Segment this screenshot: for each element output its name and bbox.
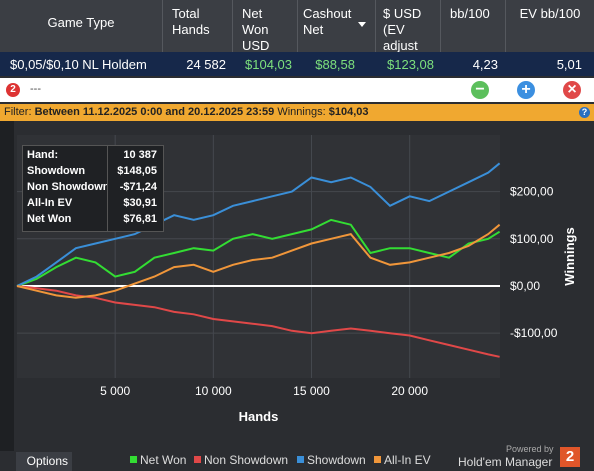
column-header[interactable]: Net Won USD xyxy=(242,6,270,52)
column-header[interactable]: EV bb/100 xyxy=(519,6,581,21)
tooltip-divider xyxy=(107,146,108,231)
series-line xyxy=(16,223,501,299)
tooltip-label: Hand: xyxy=(27,149,59,161)
cell: $0,05/$0,10 NL Holdem xyxy=(10,57,147,72)
tooltip-label: Showdown xyxy=(27,165,86,177)
legend-label: Net Won xyxy=(140,453,186,467)
toolbar: 2 --- − + × xyxy=(0,78,594,102)
tooltip-label: Non Showdown xyxy=(27,181,107,193)
x-tick-label: 10 000 xyxy=(195,384,232,398)
column-header[interactable]: Cashout Net xyxy=(303,6,352,37)
tooltip: Hand: 10 387 Showdown $148,05 Non Showdown -$… xyxy=(22,145,164,232)
left-edge xyxy=(0,121,14,451)
toolbar-label: --- xyxy=(30,83,41,95)
x-axis-label: Hands xyxy=(239,409,279,424)
brand: Hold'em Manager xyxy=(458,455,553,469)
table-header: Game Type Total Hands Net Won USD Cashout N… xyxy=(0,0,594,52)
column-separator xyxy=(505,0,506,52)
cell: 24 582 xyxy=(186,57,226,72)
y-tick-label: $200,00 xyxy=(510,185,554,199)
column-separator xyxy=(440,0,441,52)
cell: $88,58 xyxy=(315,57,355,72)
x-tick-label: 5 000 xyxy=(100,384,130,398)
info-icon[interactable]: ? xyxy=(579,107,590,118)
filter-range: Between 11.12.2025 0:00 and 20.12.2025 2… xyxy=(34,106,275,118)
legend-label: All-In EV xyxy=(384,453,431,467)
tooltip-label: All-In EV xyxy=(27,197,73,209)
column-header[interactable]: $ USD (EV adjust xyxy=(383,6,422,52)
sort-arrow xyxy=(358,22,366,27)
x-tick-label: 20 000 xyxy=(391,384,428,398)
close-button[interactable]: × xyxy=(563,81,581,99)
column-separator xyxy=(162,0,163,52)
legend-swatch xyxy=(194,456,201,463)
series-line xyxy=(16,218,501,287)
y-axis-label: Winnings xyxy=(562,227,577,285)
x-tick-label: 15 000 xyxy=(293,384,330,398)
y-tick-label: $100,00 xyxy=(510,232,554,246)
add-button[interactable]: + xyxy=(517,81,535,99)
column-header[interactable]: Total Hands xyxy=(172,6,210,37)
cell: 4,23 xyxy=(472,57,498,72)
series-line xyxy=(16,285,500,358)
options-tab[interactable]: Options xyxy=(16,452,72,471)
column-header[interactable]: bb/100 xyxy=(450,6,490,21)
tooltip-value: $148,05 xyxy=(117,165,157,177)
cell: $123,08 xyxy=(387,57,434,72)
filter-winnings-label: Winnings: xyxy=(277,106,326,118)
remove-button[interactable]: − xyxy=(471,81,489,99)
app-icon: 2 xyxy=(6,83,20,97)
series-line xyxy=(16,162,501,287)
column-separator xyxy=(297,0,298,52)
table-row[interactable]: $0,05/$0,10 NL Holdem 24 582 $104,03 $88,58… xyxy=(0,52,594,76)
legend-label: Showdown xyxy=(307,453,366,467)
column-separator xyxy=(375,0,376,52)
column-header[interactable]: Game Type xyxy=(47,15,115,30)
legend-swatch xyxy=(130,456,137,463)
legend-swatch xyxy=(297,456,304,463)
tooltip-value: $30,91 xyxy=(123,197,157,209)
tooltip-label: Net Won xyxy=(27,213,72,225)
filter-bar: Filter: Between 11.12.2025 0:00 and 20.1… xyxy=(0,104,594,121)
legend-label: Non Showdown xyxy=(204,453,288,467)
powered-by: Powered by xyxy=(506,444,554,454)
brand-logo: 2 xyxy=(560,447,580,467)
cell: $104,03 xyxy=(245,57,292,72)
filter-winnings: $104,03 xyxy=(328,106,369,118)
y-tick-label: -$100,00 xyxy=(510,326,558,340)
legend-swatch xyxy=(374,456,381,463)
tooltip-value: $76,81 xyxy=(123,213,157,225)
chart: -$100,00 $0,00 $100,00 $200,00 5 000 10 000 15… xyxy=(16,135,577,467)
tooltip-value: 10 387 xyxy=(123,149,157,161)
cell: 5,01 xyxy=(556,57,582,72)
tooltip-value: -$71,24 xyxy=(119,181,157,193)
y-tick-label: $0,00 xyxy=(510,279,540,293)
filter-prefix: Filter: xyxy=(4,106,32,118)
column-separator xyxy=(232,0,233,52)
